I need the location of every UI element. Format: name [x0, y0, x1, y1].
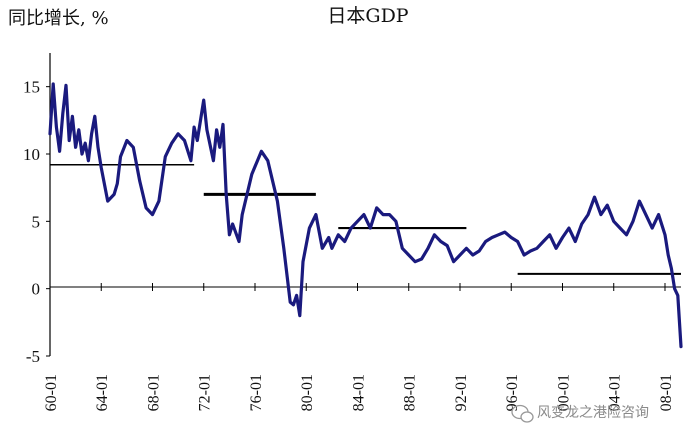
gdp-growth-line — [48, 82, 683, 349]
y-tick-label: 5 — [32, 212, 41, 231]
x-tick-label: 08-01 — [658, 374, 675, 411]
series — [48, 82, 683, 349]
x-tick-label: 64-01 — [94, 374, 111, 411]
x-ticks: 60-01 64-01 68-01 72-01 76-01 80-01 84-01 88-01… — [43, 283, 675, 411]
y-tick-label: 0 — [32, 280, 41, 299]
x-tick-label: 04-01 — [607, 374, 624, 411]
y-axis-label: 同比增长, % — [8, 8, 109, 29]
watermark-text: 风变龙之港险咨询 — [537, 405, 649, 421]
x-tick-label: 72-01 — [197, 374, 214, 411]
x-tick-label: 60-01 — [43, 374, 60, 411]
x-tick-label: 96-01 — [504, 374, 521, 411]
x-tick-label: 80-01 — [299, 374, 316, 411]
y-tick-label: 10 — [23, 145, 40, 164]
y-ticks: -5 0 5 10 15 — [23, 78, 50, 366]
wechat-icon — [511, 404, 534, 423]
axes — [49, 53, 681, 356]
x-tick-label: 68-01 — [145, 374, 162, 411]
period-averages — [50, 164, 681, 275]
y-tick-label: -5 — [26, 347, 40, 366]
y-tick-label: 15 — [23, 78, 40, 97]
x-tick-label: 92-01 — [453, 374, 470, 411]
x-tick-label: 76-01 — [248, 374, 265, 411]
watermark: 风变龙之港险咨询 — [511, 404, 649, 423]
chart-title: 日本GDP — [327, 5, 408, 27]
x-tick-label: 88-01 — [402, 374, 419, 411]
x-tick-label: 84-01 — [350, 374, 367, 411]
x-tick-label: 00-01 — [555, 374, 572, 411]
